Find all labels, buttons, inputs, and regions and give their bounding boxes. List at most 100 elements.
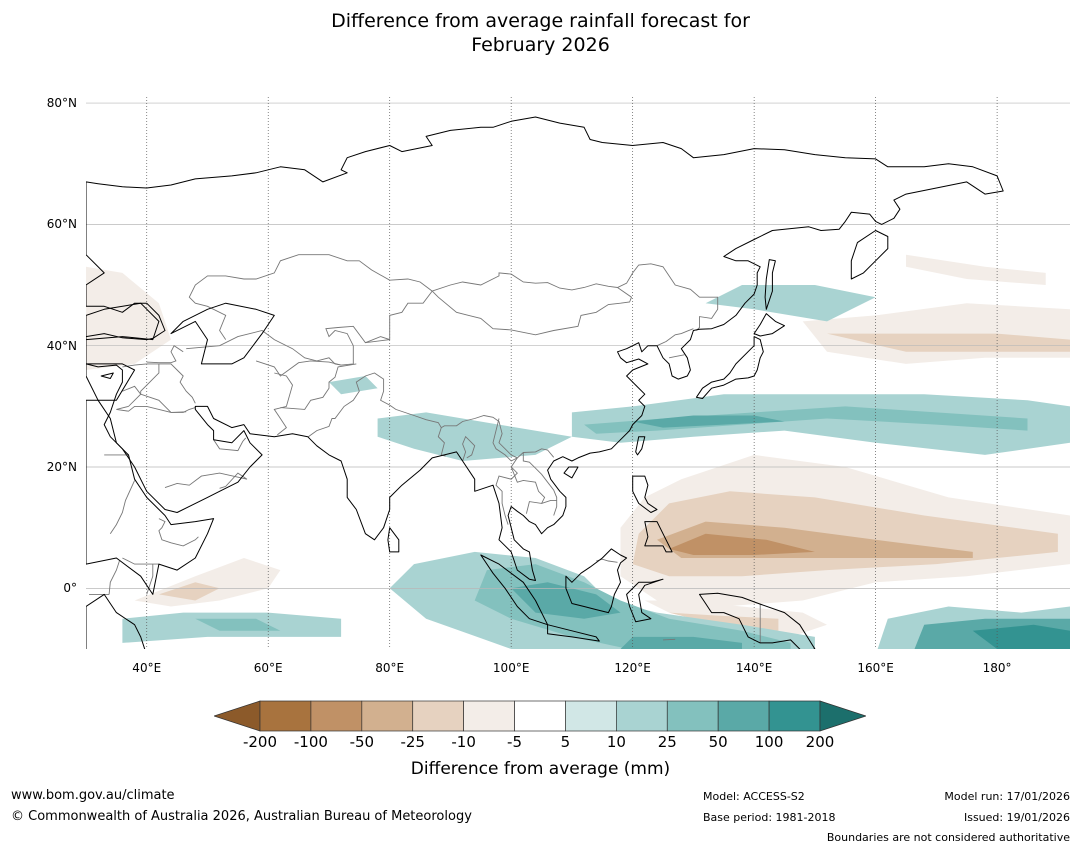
anomaly-region bbox=[86, 103, 329, 128]
country-border bbox=[109, 480, 136, 534]
colorbar-swatch bbox=[717, 700, 770, 732]
country-border bbox=[164, 472, 248, 489]
coastline bbox=[387, 527, 400, 553]
map-title-line-1: Difference from average rainfall forecas… bbox=[331, 10, 750, 32]
coastlines bbox=[86, 116, 1004, 649]
colorbar-tick-label: 200 bbox=[805, 733, 835, 751]
anomaly-region bbox=[195, 618, 281, 631]
country-border bbox=[146, 345, 184, 364]
colorbar bbox=[214, 700, 866, 732]
colorbar-extend-low bbox=[214, 700, 261, 732]
anomaly-region bbox=[620, 636, 742, 649]
country-border bbox=[122, 363, 159, 368]
longitude-label: 120°E bbox=[614, 661, 651, 675]
model-name: Model: ACCESS-S2 bbox=[703, 790, 805, 803]
copyright-text: © Commonwealth of Australia 2026, Austra… bbox=[11, 809, 472, 824]
country-border bbox=[280, 363, 357, 410]
anomaly-region bbox=[377, 412, 572, 461]
country-border bbox=[273, 372, 293, 436]
colorbar-swatch bbox=[768, 700, 821, 732]
colorbar-tick-label: 5 bbox=[560, 733, 571, 751]
boundary-disclaimer: Boundaries are not considered authoritat… bbox=[826, 831, 1070, 844]
colorbar-tick-label: -5 bbox=[507, 733, 523, 751]
latitude-label: 60°N bbox=[46, 217, 77, 232]
longitude-label: 140°E bbox=[735, 661, 773, 675]
colorbar-swatch bbox=[310, 700, 363, 732]
latitude-label: 20°N bbox=[46, 460, 77, 475]
colorbar-label: Difference from average (mm) bbox=[410, 759, 671, 779]
country-border bbox=[116, 385, 142, 410]
colorbar-tick-label: -10 bbox=[451, 733, 476, 751]
colorbar-swatch bbox=[616, 700, 668, 732]
colorbar-tick-label: 10 bbox=[606, 733, 626, 751]
anomaly-region bbox=[547, 376, 645, 413]
colorbar-tick-label: -100 bbox=[293, 733, 328, 751]
country-border bbox=[669, 354, 685, 359]
anomaly-region bbox=[134, 558, 281, 607]
coastline bbox=[644, 521, 673, 553]
country-border bbox=[510, 466, 546, 514]
colorbar-tick-label: 25 bbox=[657, 733, 677, 751]
colorbar-swatch bbox=[666, 700, 719, 732]
map-title-line-2: February 2026 bbox=[471, 34, 610, 56]
anomaly-region bbox=[827, 333, 1070, 352]
country-border bbox=[186, 254, 433, 366]
latitude-label: 0° bbox=[63, 581, 77, 596]
anomaly-region bbox=[329, 376, 378, 395]
coastline bbox=[86, 399, 215, 595]
coastline bbox=[850, 230, 889, 280]
longitude-label: 60°E bbox=[253, 661, 283, 675]
coastline bbox=[86, 302, 160, 341]
coastline bbox=[753, 313, 785, 337]
country-border bbox=[116, 405, 187, 413]
coastline bbox=[635, 436, 646, 456]
country-border bbox=[140, 363, 196, 413]
anomaly-region bbox=[584, 406, 1028, 434]
colorbar-swatch bbox=[514, 700, 566, 732]
colorbar-swatch bbox=[361, 700, 414, 732]
coastline bbox=[547, 624, 600, 642]
anomaly-region bbox=[571, 394, 1070, 455]
longitude-label: 80°E bbox=[375, 661, 405, 675]
longitude-label: 180° bbox=[982, 661, 1012, 675]
base-period: Base period: 1981-2018 bbox=[703, 811, 836, 824]
colorbar-tick-label: 100 bbox=[754, 733, 784, 751]
country-border bbox=[308, 372, 555, 459]
country-border bbox=[255, 360, 342, 377]
issued-date: Issued: 19/01/2026 bbox=[963, 811, 1070, 824]
anomaly-region bbox=[316, 151, 451, 170]
country-border bbox=[492, 418, 519, 525]
coastline bbox=[100, 372, 114, 379]
map-canvas bbox=[86, 97, 1070, 649]
coastline bbox=[626, 578, 664, 623]
coastline bbox=[695, 336, 764, 399]
map-title: Difference from average rainfall forecas… bbox=[0, 9, 1081, 57]
coastline bbox=[565, 548, 628, 614]
colorbar-swatch bbox=[463, 700, 515, 732]
country-border bbox=[656, 328, 694, 347]
longitude-label: 100°E bbox=[492, 661, 530, 675]
model-run-date: Model run: 17/01/2026 bbox=[944, 790, 1070, 803]
colorbar-swatch bbox=[259, 700, 312, 732]
website-link[interactable]: www.bom.gov.au/climate bbox=[11, 788, 175, 803]
anomaly-region bbox=[158, 582, 220, 601]
anomaly-region bbox=[632, 415, 785, 428]
colorbar-extend-high bbox=[819, 700, 866, 732]
country-border bbox=[431, 287, 633, 336]
country-border bbox=[462, 435, 476, 462]
latitude-label: 40°N bbox=[46, 338, 77, 353]
coastline bbox=[480, 554, 549, 626]
country-border bbox=[541, 499, 557, 504]
colorbar-swatch bbox=[412, 700, 464, 732]
coastline bbox=[170, 302, 275, 365]
rainfall-anomaly-map bbox=[86, 97, 1070, 649]
anomaly-shading bbox=[86, 103, 1070, 649]
coastline bbox=[764, 259, 776, 310]
coastline bbox=[86, 593, 146, 649]
anomaly-region bbox=[669, 533, 815, 555]
country-border bbox=[365, 336, 390, 344]
coastline bbox=[86, 363, 136, 401]
colorbar-tick-label: -200 bbox=[242, 733, 278, 751]
longitude-label: 160°E bbox=[857, 661, 894, 675]
coastline bbox=[86, 116, 1004, 581]
